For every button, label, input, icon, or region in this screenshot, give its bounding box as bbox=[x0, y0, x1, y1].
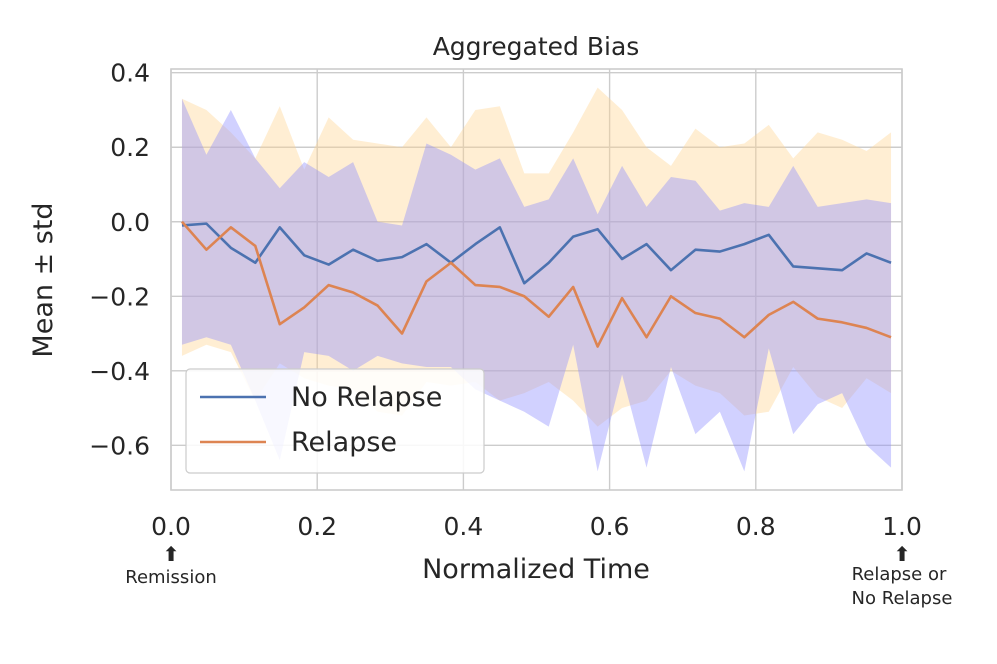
plot-frame bbox=[170, 68, 903, 491]
std-band-relapse bbox=[181, 87, 892, 427]
x-tick-label: 0.2 bbox=[297, 512, 337, 541]
tick-labels: 0.0 0.2 0.4 0.6 0.8 1.0 0.4 0.2 0.0 −0.2 −0.4 −0.6 bbox=[89, 59, 922, 541]
relapse-label-line2: No Relapse bbox=[852, 588, 953, 609]
legend-label-no-relapse: No Relapse bbox=[291, 382, 442, 413]
x-tick-label: 1.0 bbox=[882, 512, 922, 541]
up-arrow-icon: ⬆ bbox=[163, 542, 180, 566]
series-line-no-relapse bbox=[181, 222, 892, 285]
y-axis-label: Mean ± std bbox=[28, 202, 59, 357]
annotation-remission: ⬆ Remission bbox=[125, 542, 217, 588]
up-arrow-icon: ⬆ bbox=[894, 542, 911, 566]
y-tick-label: 0.4 bbox=[110, 59, 150, 88]
y-tick-label: 0.0 bbox=[110, 208, 150, 237]
y-tick-label: −0.2 bbox=[89, 282, 150, 311]
relapse-label-line1: Relapse or bbox=[852, 564, 947, 585]
std-band-no-relapse bbox=[181, 98, 892, 472]
series-line-relapse bbox=[180, 220, 892, 348]
y-tick-label: −0.6 bbox=[89, 431, 150, 460]
y-tick-label: 0.2 bbox=[110, 133, 150, 162]
y-tick-label: −0.4 bbox=[89, 357, 150, 386]
mean-lines bbox=[180, 220, 892, 348]
x-tick-label: 0.8 bbox=[736, 512, 776, 541]
grid bbox=[170, 69, 903, 490]
std-bands bbox=[181, 87, 892, 472]
x-tick-label: 0.4 bbox=[444, 512, 484, 541]
x-tick-label: 0.0 bbox=[151, 512, 191, 541]
legend-box bbox=[185, 368, 485, 474]
chart-title: Aggregated Bias bbox=[433, 32, 640, 61]
legend: No Relapse Relapse bbox=[185, 368, 485, 474]
x-axis-label: Normalized Time bbox=[422, 554, 650, 585]
x-tick-label: 0.6 bbox=[590, 512, 630, 541]
remission-label: Remission bbox=[125, 567, 217, 588]
annotation-relapse: ⬆ Relapse or No Relapse bbox=[852, 542, 953, 609]
legend-label-relapse: Relapse bbox=[291, 427, 397, 458]
